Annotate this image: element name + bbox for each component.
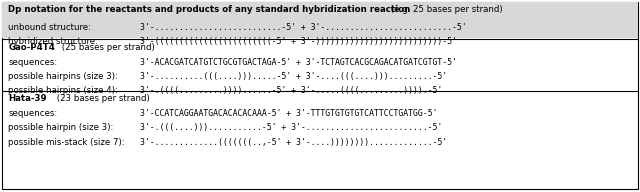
Text: 3'-.(((....)))...........-5' + 3'-.........................-5': 3'-.(((....)))...........-5' + 3'-......… — [140, 123, 442, 132]
Text: 3'-.............(((((((..,-5' + 3'-....)))))))).............-5': 3'-.............(((((((..,-5' + 3'-....)… — [140, 138, 447, 147]
Text: (23 bases per strand): (23 bases per strand) — [54, 94, 150, 103]
Text: Gao-P4T4: Gao-P4T4 — [8, 43, 55, 52]
Text: 3'-..........................-5' + 3'-..........................-5': 3'-..........................-5' + 3'-..… — [140, 23, 466, 32]
Text: possible hairpin (size 3):: possible hairpin (size 3): — [8, 123, 114, 132]
Text: 3'-.((((.........))))......-5' + 3'-.....((((.........)))).-5': 3'-.((((.........))))......-5' + 3'-....… — [140, 86, 442, 95]
Text: 3'-..........(((....))).....-5' + 3'-....(((....))).........-5': 3'-..........(((....))).....-5' + 3'-...… — [140, 72, 447, 81]
Text: sequences:: sequences: — [8, 58, 58, 67]
Text: unbound structure:: unbound structure: — [8, 23, 92, 32]
Text: possible hairpins (size 3):: possible hairpins (size 3): — [8, 72, 118, 81]
Text: 3'-CCATCAGGAATGACACACACAAA-5' + 3'-TTTGTGTGTGTCATTCCTGATGG-5': 3'-CCATCAGGAATGACACACACAAA-5' + 3'-TTTGT… — [140, 109, 437, 118]
Text: (25 bases per strand): (25 bases per strand) — [59, 43, 155, 52]
Text: 3'-((((((((((((((((((((((((-5' + 3'-))))))))))))))))))))))))))-5': 3'-((((((((((((((((((((((((-5' + 3'-))))… — [140, 37, 456, 46]
Bar — [2, 2, 638, 38]
Text: hybridized structure:: hybridized structure: — [8, 37, 99, 46]
Text: 3'-ACACGATCATGTCTGCGTGACTAGA-5' + 3'-TCTAGTCACGCAGACATGATCGTGT-5': 3'-ACACGATCATGTCTGCGTGACTAGA-5' + 3'-TCT… — [140, 58, 456, 67]
Text: Dp notation for the reactants and products of any standard hybridization reactio: Dp notation for the reactants and produc… — [8, 5, 411, 14]
Text: sequences:: sequences: — [8, 109, 58, 118]
Text: possible mis-stack (size 7):: possible mis-stack (size 7): — [8, 138, 125, 147]
Text: (e.g. 25 bases per strand): (e.g. 25 bases per strand) — [388, 5, 503, 14]
Text: Hata-39: Hata-39 — [8, 94, 47, 103]
Text: possible hairpins (size 4):: possible hairpins (size 4): — [8, 86, 118, 95]
